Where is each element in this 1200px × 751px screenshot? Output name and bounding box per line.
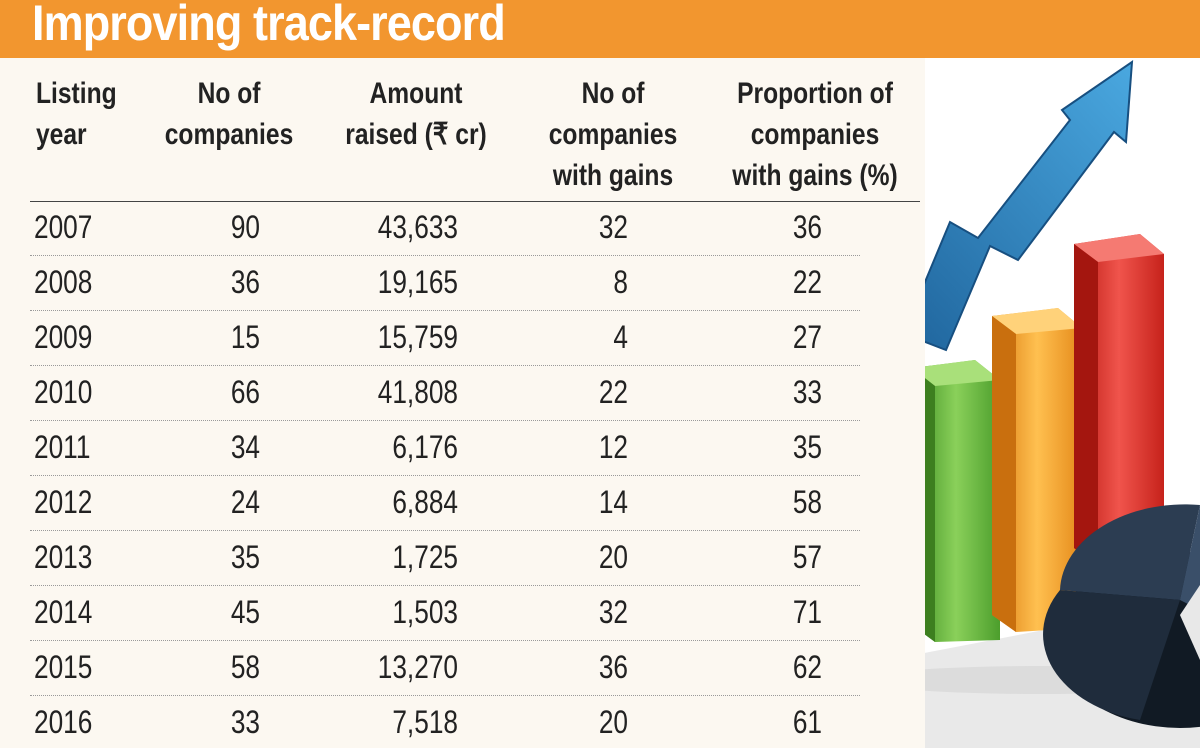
cell-proportion: 36: [792, 209, 822, 245]
cell-year: 2009: [34, 319, 93, 355]
row-divider: [30, 420, 860, 421]
cell-year: 2014: [34, 594, 93, 630]
cell-gains: 32: [598, 594, 628, 630]
table-row: 2013 35 1,725 20 57: [0, 531, 925, 586]
cell-gains: 22: [598, 374, 628, 410]
header-divider: [30, 201, 920, 202]
row-divider: [30, 310, 860, 311]
cell-gains: 20: [598, 539, 628, 575]
cell-year: 2007: [34, 209, 93, 245]
cell-year: 2013: [34, 539, 93, 575]
cell-proportion: 27: [792, 319, 822, 355]
table-row: 2015 58 13,270 36 62: [0, 641, 925, 696]
cell-companies: 66: [230, 374, 260, 410]
table-row: 2007 90 43,633 32 36: [0, 201, 925, 256]
cell-year: 2011: [34, 429, 91, 465]
cell-proportion: 57: [792, 539, 822, 575]
table-row: 2016 33 7,518 20 61: [0, 696, 925, 751]
header-line: Proportion of: [737, 77, 893, 110]
table-row: 2014 45 1,503 32 71: [0, 586, 925, 641]
cell-amount: 43,633: [377, 209, 458, 245]
header-line: Listing: [36, 77, 117, 110]
header-line: No of: [581, 77, 645, 110]
table-row: 2008 36 19,165 8 22: [0, 256, 925, 311]
cell-proportion: 61: [792, 704, 822, 740]
cell-companies: 90: [230, 209, 260, 245]
cell-year: 2015: [34, 649, 93, 685]
cell-amount: 7,518: [392, 704, 458, 740]
header-proportion-with-gains: Proportion of companies with gains (%): [721, 73, 910, 196]
table-row: 2011 34 6,176 12 35: [0, 421, 925, 476]
cell-gains: 4: [613, 319, 628, 355]
cell-gains: 8: [613, 264, 628, 300]
header-line: No of: [197, 77, 261, 110]
cell-proportion: 35: [792, 429, 822, 465]
cell-proportion: 33: [792, 374, 822, 410]
title-banner: Improving track-record: [0, 0, 1200, 58]
header-line: year: [36, 118, 87, 151]
header-line: companies: [548, 118, 678, 151]
cell-proportion: 22: [792, 264, 822, 300]
cell-proportion: 58: [792, 484, 822, 520]
cell-amount: 41,808: [377, 374, 458, 410]
data-table: Listing year No of companies Amount rais…: [0, 58, 925, 748]
table-row: 2009 15 15,759 4 27: [0, 311, 925, 366]
rising-arrow-icon: [860, 59, 1134, 360]
table-row: 2012 24 6,884 14 58: [0, 476, 925, 531]
cell-amount: 1,503: [392, 594, 458, 630]
header-line: companies: [164, 118, 294, 151]
cell-amount: 1,725: [392, 539, 458, 575]
row-divider: [30, 255, 860, 256]
header-companies-with-gains: No of companies with gains: [545, 73, 681, 196]
cell-companies: 58: [230, 649, 260, 685]
cell-companies: 15: [230, 319, 260, 355]
cell-gains: 36: [598, 649, 628, 685]
header-line: with gains: [552, 159, 674, 192]
cell-amount: 19,165: [377, 264, 458, 300]
cell-amount: 6,884: [392, 484, 458, 520]
table-row: 2010 66 41,808 22 33: [0, 366, 925, 421]
cell-gains: 32: [598, 209, 628, 245]
cell-year: 2012: [34, 484, 93, 520]
cell-gains: 14: [598, 484, 628, 520]
cell-companies: 33: [230, 704, 260, 740]
header-line: raised (₹ cr): [345, 118, 487, 151]
cell-companies: 36: [230, 264, 260, 300]
row-divider: [30, 365, 860, 366]
row-divider: [30, 585, 860, 586]
row-divider: [30, 475, 860, 476]
header-no-of-companies: No of companies: [164, 73, 294, 155]
cell-proportion: 62: [792, 649, 822, 685]
row-divider: [30, 695, 860, 696]
header-listing-year: Listing year: [36, 73, 117, 155]
header-line: Amount: [369, 77, 463, 110]
cell-year: 2010: [34, 374, 93, 410]
header-line: with gains (%): [732, 159, 898, 192]
cell-amount: 13,270: [377, 649, 458, 685]
cell-amount: 15,759: [377, 319, 458, 355]
row-divider: [30, 640, 860, 641]
cell-year: 2016: [34, 704, 93, 740]
cell-companies: 24: [230, 484, 260, 520]
pie-chart-icon: [1043, 504, 1200, 728]
cell-amount: 6,176: [392, 429, 458, 465]
row-divider: [30, 530, 860, 531]
cell-gains: 20: [598, 704, 628, 740]
header-line: companies: [750, 118, 880, 151]
cell-year: 2008: [34, 264, 93, 300]
cell-companies: 34: [230, 429, 260, 465]
cell-companies: 45: [230, 594, 260, 630]
cell-gains: 12: [598, 429, 628, 465]
cell-companies: 35: [230, 539, 260, 575]
page-title: Improving track-record: [32, 0, 506, 51]
cell-proportion: 71: [792, 594, 822, 630]
header-amount-raised: Amount raised (₹ cr): [336, 73, 497, 155]
